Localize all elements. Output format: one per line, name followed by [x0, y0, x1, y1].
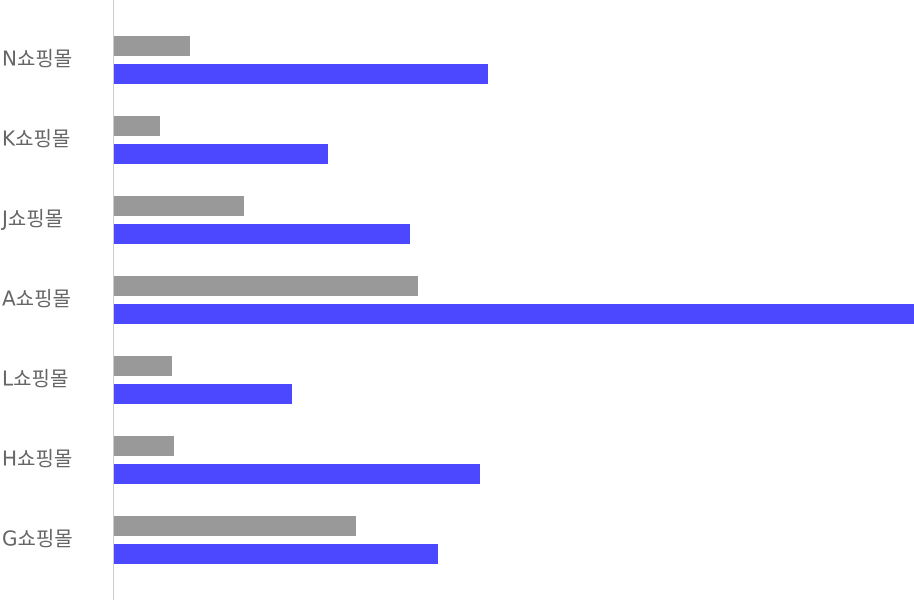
y-tick-label: H쇼핑몰 — [2, 447, 72, 471]
bar — [114, 64, 488, 84]
bar — [114, 196, 244, 216]
bar — [114, 436, 174, 456]
y-tick-label: L쇼핑몰 — [2, 367, 68, 391]
bar — [114, 544, 438, 564]
y-tick-label: J쇼핑몰 — [0, 207, 63, 231]
bar — [114, 304, 914, 324]
bar — [114, 384, 292, 404]
bar — [114, 464, 480, 484]
bar — [114, 144, 328, 164]
y-tick-label: K쇼핑몰 — [2, 127, 70, 151]
y-tick-label: G쇼핑몰 — [2, 527, 73, 551]
bar — [114, 36, 190, 56]
bar — [114, 276, 418, 296]
bar — [114, 116, 160, 136]
bar — [114, 224, 410, 244]
y-tick-label: N쇼핑몰 — [2, 47, 72, 71]
bar — [114, 516, 356, 536]
y-tick-label: A쇼핑몰 — [2, 287, 71, 311]
bar — [114, 356, 172, 376]
